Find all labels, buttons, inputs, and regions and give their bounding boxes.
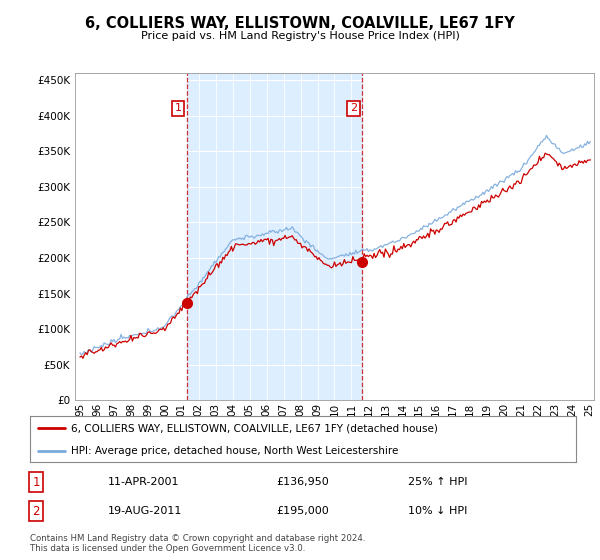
Text: 19-AUG-2011: 19-AUG-2011 xyxy=(108,506,182,516)
Text: Price paid vs. HM Land Registry's House Price Index (HPI): Price paid vs. HM Land Registry's House … xyxy=(140,31,460,41)
Text: 11-APR-2001: 11-APR-2001 xyxy=(108,477,179,487)
Text: £195,000: £195,000 xyxy=(276,506,329,516)
Text: 2: 2 xyxy=(32,505,40,518)
Text: 10% ↓ HPI: 10% ↓ HPI xyxy=(408,506,467,516)
Text: HPI: Average price, detached house, North West Leicestershire: HPI: Average price, detached house, Nort… xyxy=(71,446,398,455)
Bar xyxy=(187,73,362,400)
Text: 1: 1 xyxy=(32,475,40,489)
Text: £136,950: £136,950 xyxy=(276,477,329,487)
Text: 1: 1 xyxy=(175,104,182,114)
Text: 2: 2 xyxy=(350,104,357,114)
Text: 25% ↑ HPI: 25% ↑ HPI xyxy=(408,477,467,487)
Text: Contains HM Land Registry data © Crown copyright and database right 2024.
This d: Contains HM Land Registry data © Crown c… xyxy=(30,534,365,553)
Text: 6, COLLIERS WAY, ELLISTOWN, COALVILLE, LE67 1FY (detached house): 6, COLLIERS WAY, ELLISTOWN, COALVILLE, L… xyxy=(71,423,438,433)
Text: 6, COLLIERS WAY, ELLISTOWN, COALVILLE, LE67 1FY: 6, COLLIERS WAY, ELLISTOWN, COALVILLE, L… xyxy=(85,16,515,31)
